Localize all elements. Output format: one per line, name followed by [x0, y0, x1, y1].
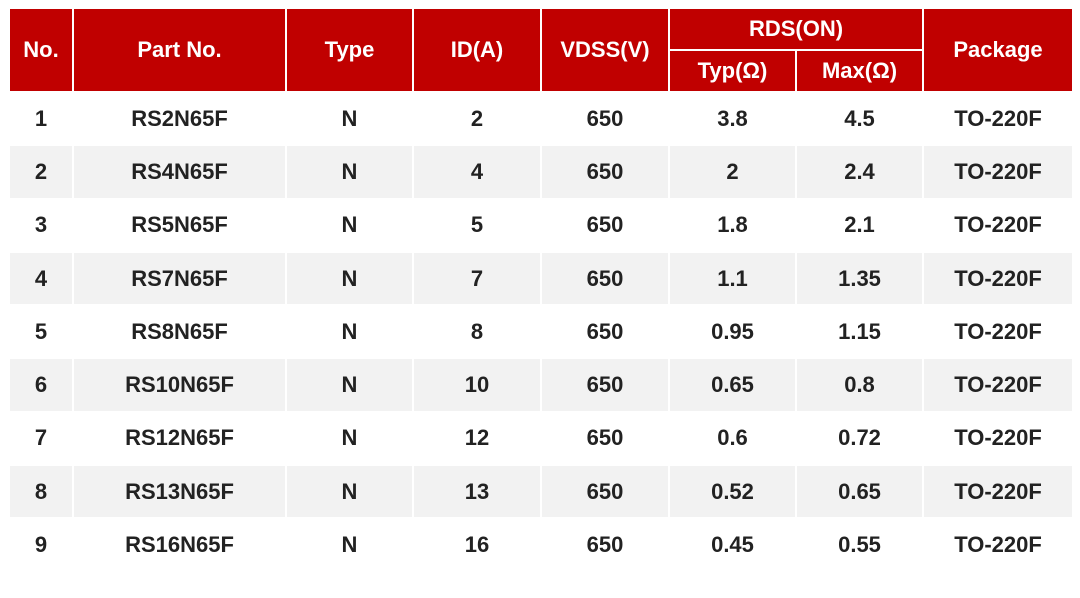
- table-row: 7 RS12N65F N 12 650 0.6 0.72 TO-220F: [8, 410, 1075, 467]
- table-row: 6 RS10N65F N 10 650 0.65 0.8 TO-220F: [8, 357, 1075, 413]
- table-cell: TO-220F: [922, 144, 1075, 200]
- table-cell: 2: [8, 144, 74, 200]
- table-cell: 1: [8, 90, 74, 147]
- spec-table: No. Part No. Type ID(A) VDSS(V) RDS(ON) …: [8, 7, 1075, 573]
- table-cell: RS10N65F: [72, 357, 287, 413]
- table-row: 8 RS13N65F N 13 650 0.52 0.65 TO-220F: [8, 464, 1075, 520]
- table-cell: TO-220F: [922, 464, 1075, 520]
- table-cell: RS7N65F: [72, 250, 287, 307]
- table-cell: N: [285, 410, 414, 467]
- table-cell: 650: [540, 144, 670, 200]
- table-cell: N: [285, 197, 414, 253]
- table-cell: N: [285, 464, 414, 520]
- table-cell: RS2N65F: [72, 90, 287, 147]
- table-cell: N: [285, 304, 414, 360]
- table-cell: 0.65: [794, 464, 925, 520]
- table-cell: 0.95: [668, 304, 797, 360]
- subheader-cell: Max(Ω): [794, 49, 925, 93]
- table-cell: N: [285, 90, 414, 147]
- table-cell: 650: [540, 410, 670, 467]
- subheader-row: Typ(Ω) Max(Ω): [9, 49, 1073, 93]
- table-cell: 8: [412, 304, 542, 360]
- table-cell: TO-220F: [922, 90, 1075, 147]
- table-cell: N: [285, 357, 414, 413]
- table-cell: 7: [8, 410, 74, 467]
- table-cell: 6: [8, 357, 74, 413]
- header-cell: Package: [922, 7, 1075, 93]
- header-cell: VDSS(V): [540, 7, 670, 93]
- table-cell: TO-220F: [922, 410, 1075, 467]
- table-cell: 1.35: [794, 250, 925, 307]
- table-cell: 4: [412, 144, 542, 200]
- table-cell: 0.8: [794, 357, 925, 413]
- table-cell: 2: [668, 144, 797, 200]
- table-row: 9 RS16N65F N 16 650 0.45 0.55 TO-220F: [8, 517, 1075, 573]
- header-cell: No.: [8, 7, 74, 93]
- table-cell: 5: [8, 304, 74, 360]
- table-cell: 4: [8, 250, 74, 307]
- table-row: 3 RS5N65F N 5 650 1.8 2.1 TO-220F: [8, 197, 1075, 253]
- table-cell: 2.4: [794, 144, 925, 200]
- table-cell: 650: [540, 304, 670, 360]
- table-cell: TO-220F: [922, 250, 1075, 307]
- header-cell: Part No.: [72, 7, 287, 93]
- subheader-cell: Typ(Ω): [668, 49, 797, 93]
- table-cell: 650: [540, 517, 670, 573]
- table-cell: RS13N65F: [72, 464, 287, 520]
- table-cell: 2.1: [794, 197, 925, 253]
- table-cell: 650: [540, 464, 670, 520]
- header-cell: ID(A): [412, 7, 542, 93]
- table-cell: RS12N65F: [72, 410, 287, 467]
- table-cell: 9: [8, 517, 74, 573]
- table-cell: 12: [412, 410, 542, 467]
- table-cell: TO-220F: [922, 304, 1075, 360]
- table-cell: 1.15: [794, 304, 925, 360]
- table-cell: 13: [412, 464, 542, 520]
- table-cell: TO-220F: [922, 357, 1075, 413]
- table-cell: RS5N65F: [72, 197, 287, 253]
- table-cell: 1.1: [668, 250, 797, 307]
- table-cell: N: [285, 250, 414, 307]
- table-cell: N: [285, 144, 414, 200]
- header-cell: Type: [285, 7, 414, 93]
- table-row: 2 RS4N65F N 4 650 2 2.4 TO-220F: [8, 144, 1075, 200]
- table-cell: 16: [412, 517, 542, 573]
- table-cell: 3.8: [668, 90, 797, 147]
- table-head: No. Part No. Type ID(A) VDSS(V) RDS(ON) …: [8, 7, 1075, 93]
- table-cell: 0.52: [668, 464, 797, 520]
- table-cell: RS16N65F: [72, 517, 287, 573]
- table-cell: RS8N65F: [72, 304, 287, 360]
- table-row: 5 RS8N65F N 8 650 0.95 1.15 TO-220F: [8, 304, 1075, 360]
- table-cell: 5: [412, 197, 542, 253]
- table-cell: 3: [8, 197, 74, 253]
- table-cell: N: [285, 517, 414, 573]
- table-cell: 0.65: [668, 357, 797, 413]
- table-cell: 0.45: [668, 517, 797, 573]
- table-cell: 8: [8, 464, 74, 520]
- table-cell: TO-220F: [922, 517, 1075, 573]
- table-cell: 0.72: [794, 410, 925, 467]
- table-cell: 10: [412, 357, 542, 413]
- table-cell: 650: [540, 197, 670, 253]
- table-cell: 7: [412, 250, 542, 307]
- table-cell: 0.55: [794, 517, 925, 573]
- table-cell: 4.5: [794, 90, 925, 147]
- table-cell: 650: [540, 90, 670, 147]
- table-cell: 1.8: [668, 197, 797, 253]
- table-cell: TO-220F: [922, 197, 1075, 253]
- table-cell: 650: [540, 357, 670, 413]
- header-cell: RDS(ON): [667, 7, 925, 51]
- table-cell: RS4N65F: [72, 144, 287, 200]
- table-body: 1 RS2N65F N 2 650 3.8 4.5 TO-220F 2 RS4N65F N 4 650 2…: [8, 90, 1075, 573]
- table-row: 4 RS7N65F N 7 650 1.1 1.35 TO-220F: [8, 250, 1075, 307]
- table-cell: 650: [540, 250, 670, 307]
- table-row: 1 RS2N65F N 2 650 3.8 4.5 TO-220F: [8, 90, 1075, 147]
- table-cell: 2: [412, 90, 542, 147]
- table-cell: 0.6: [668, 410, 797, 467]
- header-row: No. Part No. Type ID(A) VDSS(V) RDS(ON) …: [8, 7, 1075, 93]
